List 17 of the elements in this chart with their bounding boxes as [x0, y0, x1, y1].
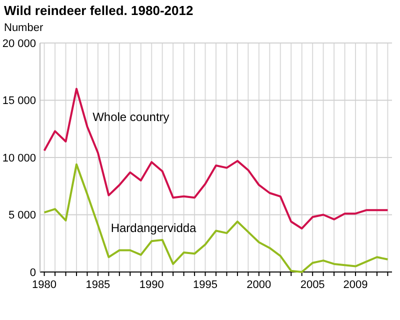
y-tick-label: 15 000 — [2, 95, 36, 108]
y-tick-label: 0 — [30, 266, 36, 279]
x-tick-label: 1985 — [86, 279, 110, 291]
line-series — [43, 163, 389, 273]
series-label: Hardangervidda — [110, 220, 197, 235]
x-tick-label: 2009 — [343, 279, 368, 291]
x-tick-label: 1995 — [193, 279, 218, 291]
y-tick-label: 10 000 — [2, 152, 36, 164]
x-tick-label: 1990 — [139, 279, 164, 291]
x-tick-label: 2000 — [246, 279, 272, 291]
y-tick-label: 20 000 — [2, 38, 36, 50]
x-tick-label: 2005 — [300, 279, 325, 291]
y-tick-label: 5 000 — [8, 210, 36, 222]
y-axis-title: Number — [4, 22, 44, 34]
chart-title: Wild reindeer felled. 1980-2012 — [4, 3, 194, 18]
x-tick-label: 1980 — [32, 279, 57, 291]
series-label: Whole country — [92, 110, 170, 124]
